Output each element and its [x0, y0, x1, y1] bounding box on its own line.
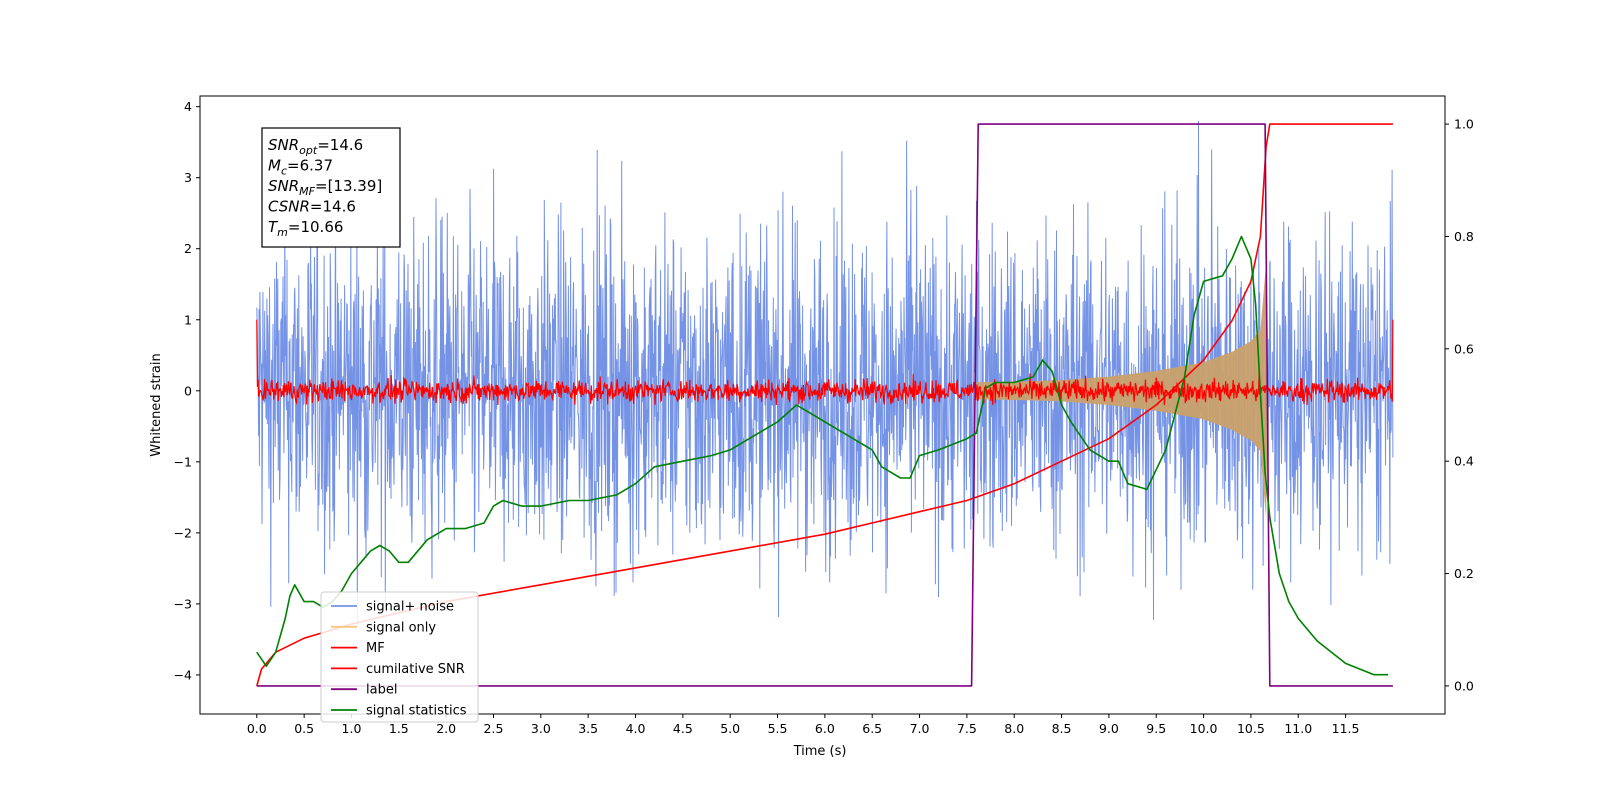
y-tick-label: −3 — [174, 596, 192, 611]
annotation-line: SNRopt=14.6 — [268, 136, 363, 157]
snr-annotation-box: SNRopt=14.6Mc=6.37SNRMF=[13.39]CSNR=14.6… — [261, 127, 401, 248]
y2-axis: 1.0 0.8 0.6 0.4 0.2 0.0 — [1445, 117, 1474, 693]
x-tick-label: 8.0 — [1004, 721, 1024, 736]
y-tick-label: 0 — [184, 383, 192, 398]
series-label — [256, 123, 1393, 687]
y2-tick-label: 0.2 — [1454, 566, 1474, 581]
y2-tick-label: 0.0 — [1454, 678, 1474, 693]
annotation-line: SNRMF=[13.39] — [268, 177, 382, 198]
x-tick-label: 6.0 — [815, 721, 835, 736]
legend-label: label — [366, 683, 397, 698]
x-tick-label: 5.5 — [768, 721, 788, 736]
y-tick-label: −1 — [174, 454, 192, 469]
y2-tick-label: 0.6 — [1454, 341, 1474, 356]
x-tick-label: 8.5 — [1052, 721, 1072, 736]
x-tick-label: 2.5 — [484, 721, 504, 736]
annotation-line: Mc=6.37 — [268, 157, 333, 178]
x-tick-label: 9.5 — [1146, 721, 1166, 736]
x-tick-label: 7.0 — [910, 721, 930, 736]
x-tick-label: 10.0 — [1190, 721, 1218, 736]
x-tick-label: 6.5 — [862, 721, 882, 736]
series-mf — [256, 319, 1394, 406]
y2-tick-label: 1.0 — [1454, 117, 1474, 132]
y-tick-label: 2 — [184, 241, 192, 256]
x-tick-label: 2.0 — [436, 721, 456, 736]
y2-tick-label: 0.4 — [1454, 454, 1474, 469]
y-tick-label: 3 — [184, 170, 192, 185]
annotation-frame — [261, 127, 401, 248]
y-tick-label: −4 — [174, 667, 192, 682]
legend-label: signal statistics — [366, 704, 467, 719]
x-tick-label: 0.0 — [247, 721, 267, 736]
x-tick-label: 1.5 — [389, 721, 409, 736]
series-signal-statistics — [256, 235, 1389, 676]
x-tick-label: 1.0 — [342, 721, 362, 736]
x-tick-label: 3.5 — [578, 721, 598, 736]
legend-label: signal+ noise — [366, 600, 454, 615]
y-axis: 4 3 2 1 0 −1 −2 −3 −4 — [174, 99, 200, 682]
plot-frame — [199, 95, 1446, 715]
x-tick-label: 11.0 — [1284, 721, 1312, 736]
x-tick-label: 0.5 — [294, 721, 314, 736]
y-axis-title: Whitened strain — [149, 353, 164, 456]
x-tick-label: 4.0 — [626, 721, 646, 736]
legend-label: signal only — [366, 620, 436, 635]
y-tick-label: 1 — [184, 312, 192, 327]
y2-tick-label: 0.8 — [1454, 229, 1474, 244]
x-tick-label: 5.0 — [720, 721, 740, 736]
legend: signal+ noise signal only MF cumilative SNR… — [320, 591, 479, 723]
annotation-line: Tm=10.66 — [268, 218, 343, 239]
legend-frame — [320, 591, 479, 723]
x-tick-label: 3.0 — [531, 721, 551, 736]
x-tick-label: 4.5 — [673, 721, 693, 736]
x-tick-label: 10.5 — [1237, 721, 1265, 736]
x-tick-label: 7.5 — [957, 721, 977, 736]
x-tick-label: 11.5 — [1332, 721, 1360, 736]
legend-label: cumilative SNR — [366, 662, 465, 677]
legend-label: MF — [366, 641, 385, 656]
x-axis-title: Time (s) — [793, 744, 847, 759]
x-axis: 0.0 0.5 1.0 1.5 2.0 2.5 3.0 3.5 4.0 4.5 5.0 5.5 6.0 6… — [247, 714, 1360, 736]
x-tick-label: 9.0 — [1099, 721, 1119, 736]
y-tick-label: 4 — [184, 99, 192, 114]
annotation-line: CSNR=14.6 — [268, 198, 356, 216]
y-tick-label: −2 — [174, 525, 192, 540]
